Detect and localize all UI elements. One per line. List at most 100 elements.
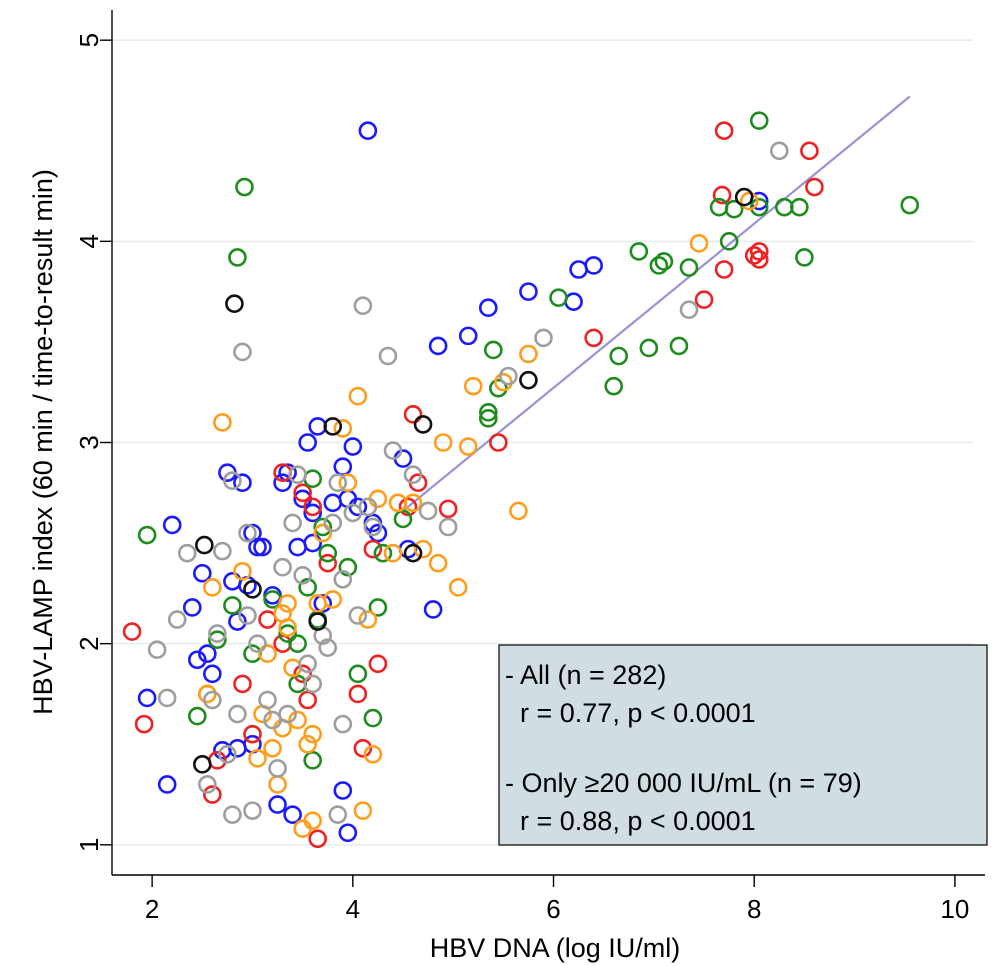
point-gray-3 bbox=[177, 543, 197, 563]
y-tick-label-5: 5 bbox=[74, 33, 104, 47]
point-green-41 bbox=[303, 751, 322, 770]
point-green-27 bbox=[639, 338, 659, 358]
point-red-24 bbox=[712, 185, 732, 205]
point-orange-25 bbox=[383, 543, 403, 563]
point-green-34 bbox=[724, 199, 744, 219]
point-green-20 bbox=[478, 409, 498, 428]
point-orange-9 bbox=[278, 618, 297, 637]
point-orange-27 bbox=[403, 493, 423, 513]
point-orange-36 bbox=[519, 344, 538, 364]
point-green-38 bbox=[790, 197, 809, 217]
point-blue-10 bbox=[228, 612, 247, 631]
point-gray-5 bbox=[208, 624, 227, 643]
point-blue-28 bbox=[343, 437, 363, 456]
point-orange-7 bbox=[268, 775, 287, 794]
point-red-29 bbox=[805, 177, 824, 197]
point-orange-21 bbox=[353, 801, 373, 820]
point-gray-46 bbox=[203, 690, 222, 710]
point-orange-20 bbox=[348, 386, 368, 406]
point-black-6 bbox=[403, 543, 423, 563]
point-black-8 bbox=[519, 370, 538, 390]
point-red-19 bbox=[489, 433, 508, 452]
point-black-3 bbox=[243, 580, 262, 599]
point-blue-37 bbox=[478, 298, 498, 318]
point-gray-21 bbox=[293, 565, 312, 585]
point-black-9 bbox=[734, 187, 754, 207]
point-orange-38 bbox=[739, 191, 759, 211]
point-orange-39 bbox=[248, 749, 267, 768]
point-black-7 bbox=[413, 415, 433, 434]
point-black-4 bbox=[308, 612, 328, 631]
point-red-22 bbox=[714, 260, 734, 279]
point-orange-14 bbox=[303, 724, 322, 744]
point-orange-32 bbox=[458, 437, 478, 456]
point-gray-35 bbox=[378, 346, 398, 366]
point-blue-26 bbox=[333, 457, 353, 476]
point-red-33 bbox=[258, 610, 277, 629]
point-blue-17 bbox=[273, 473, 292, 493]
point-gray-42 bbox=[679, 300, 699, 320]
fit-line-layer bbox=[402, 95, 911, 512]
stats-annotation-line-2: r = 0.77, p < 0.0001 bbox=[505, 698, 756, 728]
point-green-44 bbox=[373, 543, 393, 563]
point-green-1 bbox=[187, 706, 207, 726]
point-red-12 bbox=[353, 738, 373, 758]
point-blue-11 bbox=[233, 473, 252, 493]
point-red-21 bbox=[694, 290, 714, 309]
point-green-42 bbox=[478, 403, 498, 422]
point-gray-45 bbox=[278, 704, 297, 724]
point-green-43 bbox=[298, 578, 317, 597]
point-red-6 bbox=[293, 664, 312, 684]
point-gray-6 bbox=[213, 541, 232, 561]
point-blue-6 bbox=[203, 664, 222, 684]
fit-line bbox=[402, 95, 911, 512]
x-tick-label-10: 10 bbox=[940, 894, 969, 924]
point-gray-26 bbox=[323, 513, 343, 533]
point-red-28 bbox=[800, 141, 819, 161]
point-gray-40 bbox=[499, 366, 518, 386]
point-green-29 bbox=[654, 252, 674, 271]
point-green-14 bbox=[318, 543, 338, 563]
point-gray-9 bbox=[223, 805, 242, 824]
point-blue-44 bbox=[283, 805, 302, 824]
point-green-33 bbox=[719, 232, 739, 251]
point-green-26 bbox=[629, 242, 649, 261]
point-blue-24 bbox=[313, 594, 333, 613]
point-blue-48 bbox=[228, 738, 247, 758]
point-gray-36 bbox=[383, 441, 403, 460]
y-axis-label: HBV-LAMP index (60 min / time-to-result … bbox=[28, 169, 58, 715]
point-orange-28 bbox=[413, 539, 433, 559]
point-red-27 bbox=[749, 242, 769, 261]
point-black-2 bbox=[225, 294, 244, 313]
point-orange-11 bbox=[288, 710, 307, 730]
point-red-10 bbox=[318, 553, 338, 573]
point-blue-43 bbox=[268, 795, 287, 814]
point-gray-29 bbox=[333, 569, 353, 589]
point-blue-15 bbox=[253, 537, 272, 557]
point-green-31 bbox=[679, 258, 699, 277]
stats-annotation: - All (n = 282) r = 0.77, p < 0.0001 - O… bbox=[498, 644, 988, 846]
point-gray-25 bbox=[318, 638, 338, 657]
point-orange-12 bbox=[298, 734, 317, 754]
point-red-20 bbox=[584, 328, 603, 348]
point-green-13 bbox=[313, 517, 333, 537]
point-green-8 bbox=[278, 624, 297, 643]
point-gray-2 bbox=[167, 610, 187, 629]
point-blue-35 bbox=[428, 336, 448, 356]
point-black-0 bbox=[193, 755, 212, 774]
point-green-18 bbox=[368, 598, 388, 617]
point-orange-43 bbox=[278, 594, 297, 613]
point-blue-49 bbox=[303, 503, 322, 523]
point-green-23 bbox=[549, 288, 568, 307]
point-green-25 bbox=[609, 346, 629, 366]
point-orange-17 bbox=[323, 590, 343, 609]
point-orange-37 bbox=[689, 234, 709, 253]
stats-annotation-line-4: - Only ≥20 000 IU/mL (n = 79) bbox=[505, 768, 862, 798]
point-green-35 bbox=[749, 111, 769, 130]
point-green-5 bbox=[223, 596, 242, 615]
point-red-11 bbox=[348, 684, 368, 704]
point-green-2 bbox=[208, 630, 227, 649]
point-blue-45 bbox=[187, 650, 207, 670]
point-gray-39 bbox=[438, 517, 458, 537]
point-green-4 bbox=[235, 177, 254, 197]
